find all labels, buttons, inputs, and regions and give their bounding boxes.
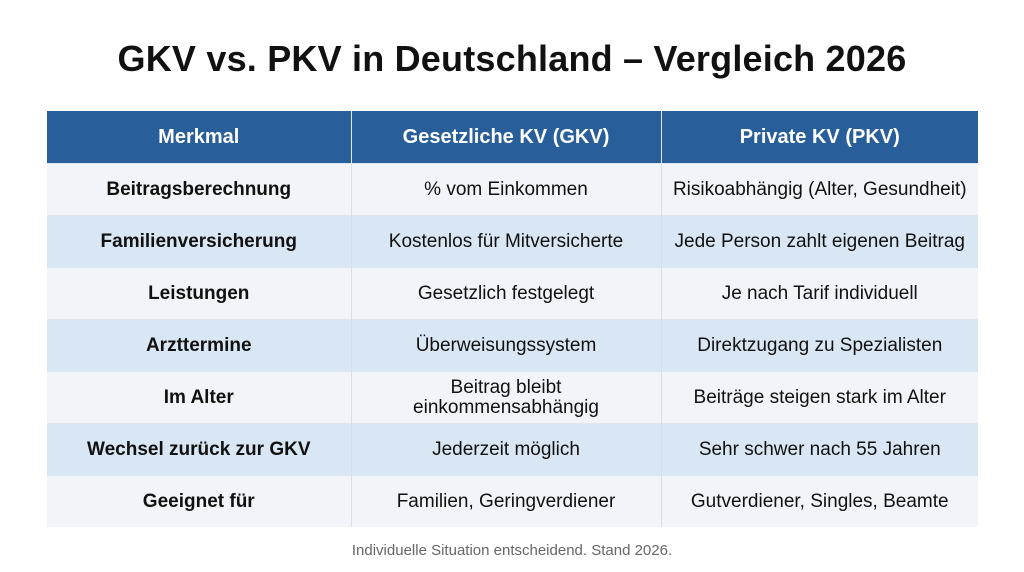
row-gkv-value: Kostenlos für Mitversicherte — [351, 215, 662, 268]
table-header-row: Merkmal Gesetzliche KV (GKV) Private KV … — [47, 111, 978, 164]
row-pkv-value: Beiträge steigen stark im Alter — [661, 371, 978, 424]
footnote: Individuelle Situation entscheidend. Sta… — [351, 542, 673, 559]
row-feature: Wechsel zurück zur GKV — [47, 423, 352, 476]
row-pkv-value: Jede Person zahlt eigenen Beitrag — [661, 215, 978, 268]
row-pkv-value: Je nach Tarif individuell — [661, 267, 978, 320]
row-pkv-value: Risikoabhängig (Alter, Gesundheit) — [661, 163, 978, 216]
comparison-table: Merkmal Gesetzliche KV (GKV) Private KV … — [47, 111, 978, 527]
table-row: Arzttermine Überweisungssystem Direktzug… — [47, 319, 978, 372]
row-pkv-value: Direktzugang zu Spezialisten — [661, 319, 978, 372]
table-row: Beitragsberechnung % vom Einkommen Risik… — [47, 163, 978, 216]
header-gkv: Gesetzliche KV (GKV) — [351, 111, 662, 164]
row-gkv-value: Gesetzlich festgelegt — [351, 267, 662, 320]
row-pkv-value: Gutverdiener, Singles, Beamte — [661, 475, 978, 527]
table-row: Familienversicherung Kostenlos für Mitve… — [47, 215, 978, 268]
row-feature: Im Alter — [47, 371, 352, 424]
table-row: Geeignet für Familien, Geringverdiener G… — [47, 475, 978, 527]
table-row: Wechsel zurück zur GKV Jederzeit möglich… — [47, 423, 978, 476]
row-gkv-value: % vom Einkommen — [351, 163, 662, 216]
table-row: Im Alter Beitrag bleibt einkommensabhäng… — [47, 371, 978, 424]
row-feature: Geeignet für — [47, 475, 352, 527]
row-gkv-value: Familien, Geringverdiener — [351, 475, 662, 527]
row-feature: Familienversicherung — [47, 215, 352, 268]
table-row: Leistungen Gesetzlich festgelegt Je nach… — [47, 267, 978, 320]
row-gkv-value: Überweisungssystem — [351, 319, 662, 372]
row-pkv-value: Sehr schwer nach 55 Jahren — [661, 423, 978, 476]
header-pkv: Private KV (PKV) — [661, 111, 978, 164]
row-gkv-value: Beitrag bleibt einkommensabhängig — [351, 371, 662, 424]
page-title: GKV vs. PKV in Deutschland – Vergleich 2… — [117, 38, 907, 79]
header-merkmal: Merkmal — [47, 111, 352, 164]
row-feature: Arzttermine — [47, 319, 352, 372]
row-feature: Beitragsberechnung — [47, 163, 352, 216]
row-gkv-value: Jederzeit möglich — [351, 423, 662, 476]
row-feature: Leistungen — [47, 267, 352, 320]
